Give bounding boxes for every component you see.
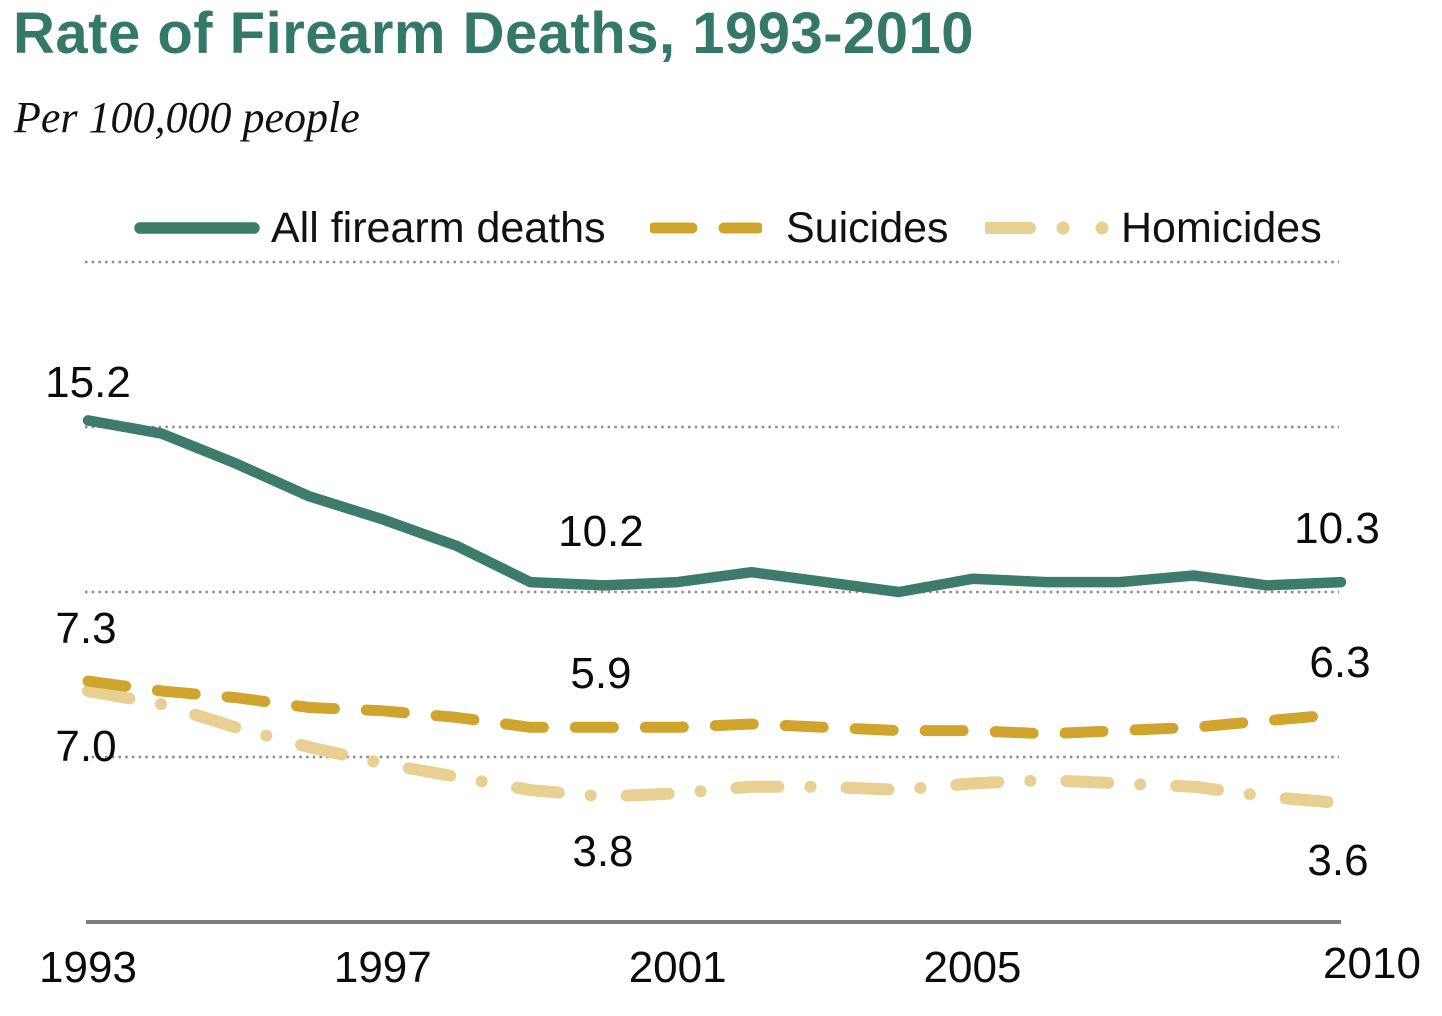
chart-title: Rate of Firearm Deaths, 1993-2010 xyxy=(13,1,975,66)
data-label-6.3: 6.3 xyxy=(1309,638,1371,688)
legend-label-suicides: Suicides xyxy=(786,203,949,252)
x-tick-2005: 2005 xyxy=(923,943,1022,992)
x-tick-2010: 2010 xyxy=(1323,939,1421,988)
x-tick-2001: 2001 xyxy=(628,943,727,992)
legend-label-all-firearm-deaths: All firearm deaths xyxy=(271,203,606,252)
legend-swatch-solid-line xyxy=(134,222,260,234)
data-label-10.2: 10.2 xyxy=(558,507,644,557)
data-label-3.6: 3.6 xyxy=(1307,836,1369,886)
legend-item-all-firearm-deaths: All firearm deaths xyxy=(133,204,606,252)
legend-swatch-dash-dot-line xyxy=(985,221,1109,235)
legend-label-homicides: Homicides xyxy=(1121,203,1322,252)
series-line-homicides xyxy=(82,685,1347,810)
x-tick-1997: 1997 xyxy=(333,943,432,992)
data-label-3.8: 3.8 xyxy=(572,826,634,876)
data-label-7.3: 7.3 xyxy=(55,604,117,654)
data-label-10.3: 10.3 xyxy=(1294,504,1380,554)
legend-item-suicides: Suicides xyxy=(650,204,949,252)
legend-swatch-dashed-line xyxy=(650,222,762,234)
series-line-suicides xyxy=(82,675,1347,740)
x-tick-1993: 1993 xyxy=(39,943,137,992)
series-line-all-firearm-deaths xyxy=(82,415,1347,598)
data-label-5.9: 5.9 xyxy=(570,649,632,699)
chart-subtitle: Per 100,000 people xyxy=(14,93,360,142)
data-label-15.2: 15.2 xyxy=(45,358,131,408)
legend-item-homicides: Homicides xyxy=(985,204,1322,252)
data-label-7.0: 7.0 xyxy=(55,722,117,771)
